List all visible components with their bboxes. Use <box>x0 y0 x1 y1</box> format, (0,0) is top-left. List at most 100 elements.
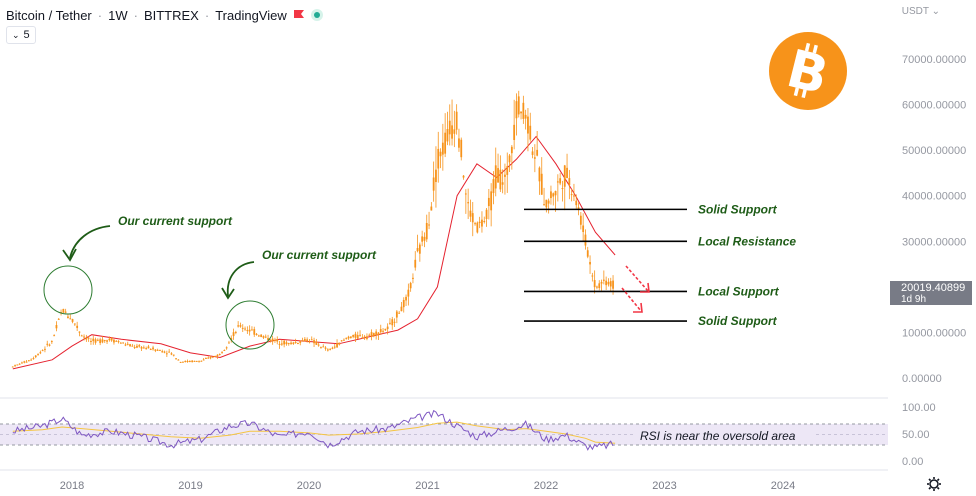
candle-body <box>156 349 159 351</box>
candle-body <box>531 151 534 155</box>
candle-countdown-label: 1d 9h <box>901 294 926 305</box>
rsi-tick-label: 50.00 <box>902 429 930 441</box>
candle-body <box>78 331 81 333</box>
currency-label: USDT <box>901 6 929 17</box>
candle-body <box>425 222 428 240</box>
candle-body <box>474 223 476 225</box>
indicator-count: 5 <box>23 29 30 41</box>
candle-body <box>395 311 398 318</box>
candle-body <box>184 360 187 362</box>
settings-gear-icon[interactable] <box>927 477 941 491</box>
candle-body <box>602 279 605 281</box>
candle-body <box>579 215 582 225</box>
candle-body <box>152 347 154 350</box>
candle-body <box>393 321 396 323</box>
candle-body <box>343 339 345 341</box>
candle-body <box>39 352 42 354</box>
interval-label[interactable]: 1W <box>108 7 128 23</box>
candle-body <box>538 167 541 182</box>
indicator-collapse-button[interactable]: ⌄ 5 <box>6 26 36 44</box>
highlight-circle-2017 <box>43 265 93 315</box>
candle-body <box>255 333 258 335</box>
candle-body <box>409 282 412 289</box>
candle-body <box>48 344 51 346</box>
candle-body <box>439 151 442 157</box>
candle-body <box>550 191 552 199</box>
candle-body <box>596 286 598 288</box>
candle-body <box>182 361 184 363</box>
candle-body <box>23 361 26 363</box>
candle-body <box>46 343 49 345</box>
support-resistance-levels: Solid Support Local Resistance Local Suppo… <box>524 202 796 328</box>
candle-body <box>418 244 421 254</box>
candle-body <box>517 96 520 115</box>
flag-icon[interactable] <box>293 9 305 21</box>
candle-body <box>310 339 313 341</box>
rsi-panel[interactable]: RSI is near the oversold area <box>0 409 888 451</box>
candle-body <box>67 316 69 319</box>
candle-body <box>99 339 102 344</box>
candle-body <box>11 366 14 368</box>
candle-body <box>110 338 113 341</box>
candle-body <box>469 210 472 217</box>
symbol-title[interactable]: Bitcoin / Tether <box>6 7 92 23</box>
candle-body <box>308 341 311 343</box>
candle-body <box>501 182 504 185</box>
currency-selector[interactable]: USDT ⌄ <box>902 6 940 17</box>
candle-body <box>446 129 449 142</box>
curved-arrow-2 <box>226 261 255 297</box>
candle-body <box>140 347 143 349</box>
candle-body <box>129 344 131 347</box>
candle-body <box>340 340 343 342</box>
candle-body <box>607 281 610 285</box>
candle-body <box>94 339 97 343</box>
market-status-icon <box>310 9 323 21</box>
curved-arrow-2-head <box>221 287 235 300</box>
candle-body <box>522 102 525 119</box>
candle-body <box>504 174 506 177</box>
candle-body <box>64 311 67 313</box>
candle-body <box>188 360 191 362</box>
candle-body <box>44 348 46 350</box>
candle-body <box>458 138 460 148</box>
candle-body <box>55 325 58 329</box>
candle-body <box>349 336 352 339</box>
time-tick-label: 2020 <box>297 480 321 492</box>
red-arrow-1-head <box>640 282 650 293</box>
candle-body <box>527 116 529 134</box>
candle-body <box>248 329 251 332</box>
time-axis[interactable]: 2018 2019 2020 2021 2022 2023 2024 <box>60 480 795 492</box>
candle-body <box>209 357 212 359</box>
candle-body <box>545 199 548 208</box>
platform-label: TradingView <box>215 7 287 23</box>
candle-body <box>50 341 53 343</box>
candle-body <box>306 339 309 342</box>
candle-body <box>398 312 401 314</box>
candle-body <box>27 360 30 362</box>
candle-body <box>329 348 332 350</box>
candle-body <box>294 342 297 344</box>
candle-body <box>552 193 555 197</box>
rsi-tick-label: 100.00 <box>902 402 936 414</box>
candle-body <box>260 334 263 337</box>
candle-body <box>524 114 527 119</box>
candle-body <box>175 358 177 360</box>
candle-body <box>416 248 419 252</box>
candle-body <box>471 213 474 223</box>
price-tick-label: 70000.00000 <box>902 54 966 66</box>
candle-body <box>391 319 394 326</box>
candle-body <box>126 343 129 345</box>
chevron-down-icon: ⌄ <box>12 29 20 40</box>
candle-body <box>161 351 164 353</box>
candle-body <box>147 346 150 349</box>
candle-body <box>402 299 405 308</box>
candle-body <box>278 343 281 345</box>
candle-body <box>389 322 391 324</box>
price-tick-label: 40000.00000 <box>902 191 966 203</box>
rsi-tick-label: 0.00 <box>902 456 923 468</box>
highlight-circle-2019 <box>225 300 275 350</box>
candle-body <box>499 169 502 190</box>
candle-body <box>133 347 136 349</box>
candle-body <box>198 361 200 363</box>
